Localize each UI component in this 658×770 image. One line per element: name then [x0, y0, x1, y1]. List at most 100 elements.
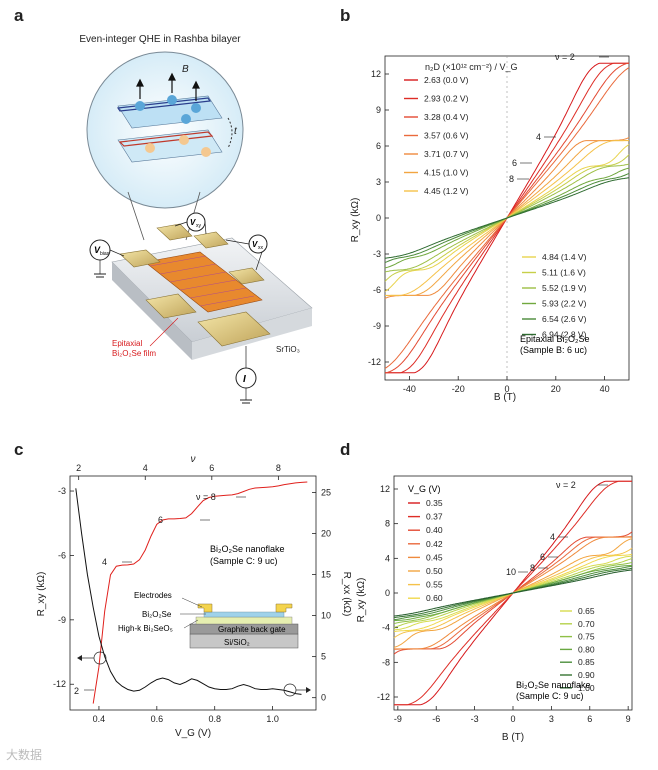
y-tick-label: -8: [382, 657, 390, 667]
device-inset: [189, 603, 299, 649]
panel-a-title: Even-integer QHE in Rashba bilayer: [79, 34, 241, 45]
x-tick-label: -3: [471, 714, 479, 724]
legend-entry: 2.93 (0.2 V): [424, 94, 469, 104]
y-tick-label: 6: [376, 141, 381, 151]
y-tick-label-right: 15: [321, 570, 331, 580]
x-tick-label: -40: [403, 384, 416, 394]
legend-entry: 0.40: [426, 525, 443, 535]
legend-entry: 4.45 (1.2 V): [424, 186, 469, 196]
legend-entry: 1.00: [578, 683, 595, 693]
vxx-label: V: [252, 240, 258, 249]
y-tick-label-right: 25: [321, 487, 331, 497]
y-tick-label: -9: [373, 321, 381, 331]
current-meter: [235, 346, 257, 404]
top-tick-label: 8: [276, 463, 281, 473]
x-axis-label: B (T): [502, 732, 524, 743]
y-tick-label: 3: [376, 177, 381, 187]
b-field-label: B: [182, 64, 189, 75]
y-tick-label-left: -6: [58, 550, 66, 560]
bottom-layer-edge: [118, 131, 214, 147]
top-layer-edge: [116, 97, 212, 112]
top-tick-label: 2: [76, 463, 81, 473]
inset-electrodes-label: Electrodes: [134, 591, 172, 600]
film-pointer: [149, 317, 179, 347]
contact-pad: [228, 267, 265, 285]
panel-a-schematic: Even-integer QHE in Rashba bilayer B t: [79, 34, 313, 404]
legend-entry: 0.45: [426, 552, 443, 562]
vbias-label: V: [94, 245, 101, 255]
legend-entry: 3.28 (0.4 V): [424, 112, 469, 122]
contact-pad: [156, 223, 193, 241]
x-tick-label: 9: [626, 714, 631, 724]
nu-label: ν = 8: [196, 492, 216, 502]
contact-pad: [193, 231, 229, 249]
substrate-side-left: [112, 262, 192, 360]
panel-c-chart: 0.4 0.6 0.8 1.0 -12 -9 -6 -3 0 5 10 15 20 25 2 4 6 8 ν V_G …: [36, 454, 352, 739]
vxy-meter: [174, 212, 207, 235]
x-tick-label: 1.0: [266, 714, 279, 724]
nu-label: 6: [512, 158, 517, 168]
inset-dielectric: [195, 616, 293, 625]
legend-entry: 6.94 (2.8 V): [542, 330, 587, 340]
data-curves: [384, 62, 630, 374]
legend-entry: 0.70: [578, 619, 595, 629]
nu-label: 6: [540, 552, 545, 562]
panel-d-chart: -9 -6 -3 0 3 6 9 -12 -8 -4 0 4 8 12 B (T) R_xy (kΩ) 0.3…: [356, 475, 633, 743]
y-tick-label: -12: [368, 357, 381, 367]
nu-label: 6: [158, 515, 163, 525]
inset-substrate-label: Si/SiO₂: [224, 638, 250, 647]
field-arrows: [136, 72, 200, 101]
current-label: I: [243, 374, 246, 385]
y-tick-label-right: 0: [321, 693, 326, 703]
x-tick-label: 0.6: [151, 714, 164, 724]
nu-label: 10: [506, 567, 516, 577]
y-tick-label: 0: [376, 213, 381, 223]
x-tick-label: 6: [587, 714, 592, 724]
filling-factor-labels: ν = 8 6 4 2: [74, 492, 246, 696]
x-tick-label: 40: [600, 384, 610, 394]
inset-electrode-left: [197, 603, 213, 613]
legend-entry: 0.75: [578, 632, 595, 642]
legend-entry: 0.42: [426, 539, 443, 549]
x-tick-label: 0.8: [208, 714, 221, 724]
vbias-meter: [89, 239, 125, 278]
inset-gate-label: Graphite back gate: [218, 625, 286, 634]
sample-label-1: Bi₂O₂Se nanoflake: [516, 680, 591, 690]
legend-entry: 5.11 (1.6 V): [542, 268, 586, 278]
y-tick-label: -3: [373, 249, 381, 259]
sample-label-2: (Sample B: 6 uc): [520, 345, 587, 355]
axis-indicator-left: [77, 651, 107, 665]
y-axis-label-left: R_xy (kΩ): [36, 572, 47, 617]
y-tick-label-left: -3: [58, 486, 66, 496]
inset-pointer: [183, 619, 199, 629]
series-line: [384, 177, 630, 259]
y-tick-label: 9: [376, 105, 381, 115]
legend-entry: 4.15 (1.0 V): [424, 168, 469, 178]
legend-entry: 4.84 (1.4 V): [542, 252, 587, 262]
data-curves: [75, 481, 308, 704]
x-tick-label: 0: [510, 714, 515, 724]
panel-label-d: d: [340, 440, 351, 459]
thickness-label: t: [234, 126, 238, 137]
filling-factor-labels: ν = 2 468 10: [506, 480, 608, 577]
y-tick-label: 4: [385, 553, 390, 563]
vxx-sub: xx: [258, 245, 264, 251]
panel-label-b: b: [340, 6, 351, 25]
axes: 0.4 0.6 0.8 1.0 -12 -9 -6 -3 0 5 10 15 20 25 2 4 6 8 ν V_G …: [36, 454, 352, 739]
sample-label-1: Epitaxial Bi₂O₂Se: [520, 334, 590, 344]
y-tick-label-left: -9: [58, 615, 66, 625]
substrate-label: SrTiO₃: [276, 345, 300, 354]
panel-label-a: a: [14, 6, 24, 25]
axes: -40 -20 0 20 40 -12 -9 -6 -3 0 3 6 9 12 B (T) R_xy (kΩ): [350, 69, 610, 403]
vbias-sub: bias: [100, 251, 110, 257]
sample-label-2: (Sample C: 9 uc): [210, 556, 278, 566]
x-tick-label: 3: [549, 714, 554, 724]
thickness-arrow: [227, 117, 233, 149]
y-tick-label-right: 5: [321, 652, 326, 662]
contact-pad: [119, 249, 161, 268]
legend-entry: 5.93 (2.2 V): [542, 299, 587, 309]
axis-indicator-right: [283, 683, 311, 697]
legend-entry: 6.54 (2.6 V): [542, 314, 587, 324]
y-tick-label-left: -12: [53, 679, 66, 689]
